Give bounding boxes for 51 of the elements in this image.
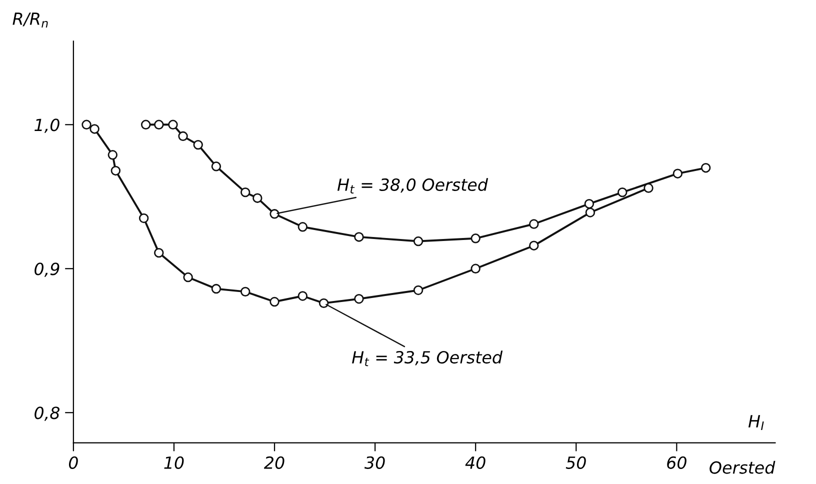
point [82, 120, 92, 130]
point [138, 213, 149, 224]
point [240, 187, 250, 198]
point [354, 294, 364, 304]
point [140, 120, 151, 130]
x-axis-title: H$_{I}$ [748, 415, 764, 430]
x-tick-label: 0 [68, 456, 78, 469]
point [270, 209, 280, 219]
point [154, 120, 164, 130]
annotation: H$_{t}$ = 38,0 Oersted [337, 178, 488, 194]
x-tick-label: 60 [667, 456, 686, 469]
point [470, 264, 480, 274]
point [108, 150, 118, 160]
point [298, 222, 308, 232]
x-tick-label: 20 [264, 456, 284, 469]
annotation: H$_{t}$ = 33,5 Oersted [352, 350, 503, 366]
y-axis-title: R/R$_{n}$ [12, 12, 48, 28]
point [618, 187, 628, 198]
point [585, 208, 596, 218]
point [529, 240, 539, 250]
point [270, 296, 280, 307]
point [644, 183, 654, 193]
point [584, 198, 594, 209]
point [529, 219, 539, 229]
point [700, 162, 711, 173]
point [318, 298, 329, 308]
point [178, 131, 188, 142]
point [90, 124, 100, 134]
y-tick-label: 0,8 [34, 406, 60, 421]
point [154, 248, 164, 258]
point [211, 162, 222, 172]
y-tick-label: 0,9 [34, 262, 60, 277]
point [470, 234, 480, 244]
x-tick-label: 50 [566, 456, 586, 469]
x-tick-label: 30 [364, 456, 385, 469]
point [413, 285, 424, 296]
point [240, 286, 250, 297]
y-tick-label: 1,0 [34, 118, 60, 133]
point [211, 284, 222, 294]
x-tick-label: 10 [164, 456, 184, 469]
point [354, 232, 364, 242]
point [252, 193, 262, 203]
point [110, 166, 121, 176]
x-tick-label: 40 [465, 456, 486, 469]
point [298, 291, 308, 301]
point [672, 168, 683, 178]
point [413, 236, 424, 246]
point [183, 272, 193, 282]
point [193, 140, 203, 150]
text: Oersted [710, 460, 776, 474]
point [168, 120, 178, 130]
